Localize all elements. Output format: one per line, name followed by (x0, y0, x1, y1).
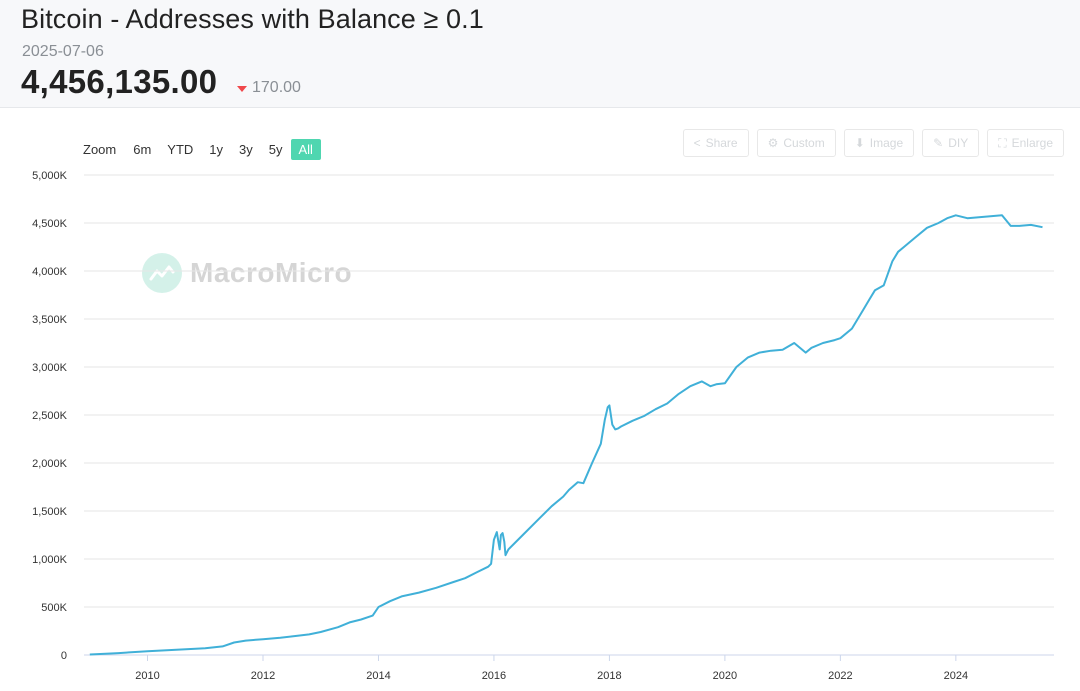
down-triangle-icon (237, 85, 247, 92)
watermark: MacroMicro (142, 253, 352, 293)
change-indicator: 170.00 (237, 79, 301, 97)
zoom-1y-button[interactable]: 1y (209, 142, 224, 157)
latest-value: 4,456,135.00 (21, 63, 218, 100)
expand-icon: ⛶ (998, 135, 1007, 150)
share-button[interactable]: < Share (682, 129, 749, 157)
chart-header: Bitcoin - Addresses with Balance ≥ 0.1 2… (0, 0, 1080, 108)
y-tick-label: 5,000K (32, 170, 68, 182)
zoom-ytd-button[interactable]: YTD (167, 142, 194, 157)
zoom-6m-button[interactable]: 6m (133, 142, 152, 157)
x-tick-label: 2014 (366, 670, 390, 682)
download-icon: ⬇ (854, 136, 865, 150)
enlarge-button[interactable]: ⛶ Enlarge (987, 129, 1064, 157)
watermark-text: MacroMicro (190, 257, 353, 288)
image-label: Image (869, 136, 904, 150)
x-axis-ticks: 2010 2012 2014 2016 2018 2020 2022 2024 (135, 655, 968, 682)
zoom-5y-button[interactable]: 5y (268, 142, 283, 157)
chart-toolbar: < Share ⚙ Custom ⬇ Image ✎ DIY ⛶ Enlarge (675, 129, 1064, 157)
diy-label: DIY (948, 136, 969, 150)
x-tick-label: 2010 (135, 670, 159, 682)
page-title: Bitcoin - Addresses with Balance ≥ 0.1 (21, 4, 484, 34)
share-label: Share (705, 136, 738, 150)
zoom-all-button[interactable]: All (290, 139, 321, 160)
y-axis-ticks: 0 500K 1,000K 1,500K 2,000K 2,500K 3,000K 3,500… (32, 170, 68, 662)
latest-date: 2025-07-06 (22, 43, 104, 60)
y-tick-label: 500K (41, 602, 67, 614)
image-button[interactable]: ⬇ Image (843, 129, 915, 157)
grid-lines (84, 174, 1054, 656)
y-tick-label: 4,000K (32, 266, 68, 278)
x-tick-label: 2018 (597, 670, 621, 682)
change-value: 170.00 (252, 79, 301, 96)
zoom-3y-button[interactable]: 3y (239, 142, 253, 157)
gear-icon: ⚙ (767, 136, 779, 150)
x-tick-label: 2024 (944, 670, 968, 682)
y-tick-label: 1,000K (32, 554, 68, 566)
x-tick-label: 2016 (482, 670, 506, 682)
enlarge-label: Enlarge (1011, 136, 1053, 150)
y-tick-label: 4,500K (32, 218, 68, 230)
y-tick-label: 2,500K (32, 410, 68, 422)
y-tick-label: 0 (61, 650, 67, 662)
y-tick-label: 1,500K (32, 506, 68, 518)
x-tick-label: 2012 (251, 670, 275, 682)
diy-button[interactable]: ✎ DIY (922, 129, 980, 157)
custom-button[interactable]: ⚙ Custom (756, 129, 836, 157)
series-line (89, 214, 1043, 656)
macromicro-logo-icon (142, 253, 182, 293)
share-icon: < (693, 136, 701, 150)
y-tick-label: 3,000K (32, 362, 68, 374)
pencil-icon: ✎ (933, 136, 944, 150)
x-tick-label: 2020 (713, 670, 737, 682)
y-tick-label: 3,500K (32, 314, 68, 326)
zoom-label: Zoom (83, 142, 117, 157)
custom-label: Custom (783, 136, 825, 150)
y-tick-label: 2,000K (32, 458, 68, 470)
zoom-selector: Zoom 6m YTD 1y 3y 5y All (83, 139, 321, 160)
x-tick-label: 2022 (828, 670, 852, 682)
